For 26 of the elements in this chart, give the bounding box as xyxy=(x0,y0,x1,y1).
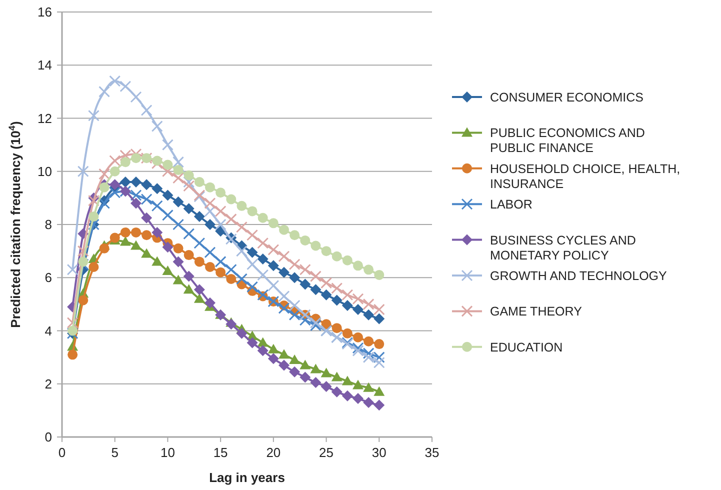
y-tick-label: 6 xyxy=(44,270,52,286)
legend-label: EDUCATION xyxy=(490,340,563,354)
y-tick-label: 4 xyxy=(44,323,52,338)
x-tick-label: 5 xyxy=(111,445,118,460)
y-tick-label: 0 xyxy=(44,430,52,444)
x-axis-title: Lag in years xyxy=(209,470,285,485)
x-tick-label: 30 xyxy=(372,445,386,460)
legend-label: CONSUMER ECONOMICS xyxy=(490,90,644,104)
x-tick-label: 20 xyxy=(266,445,281,460)
legend-label: GROWTH AND TECHNOLOGY xyxy=(490,269,668,283)
y-tick-label: 14 xyxy=(38,58,52,73)
x-tick-label: 0 xyxy=(58,445,66,460)
y-tick-label: 2 xyxy=(44,376,52,392)
x-tick-label: 35 xyxy=(424,445,440,460)
legend-label: GAME THEORY xyxy=(490,304,583,319)
y-tick-label: 10 xyxy=(38,164,52,179)
y-tick-label: 16 xyxy=(38,4,52,20)
x-tick-label: 10 xyxy=(160,445,175,460)
legend-label: BUSINESS CYCLES AND MONETARY POLICY xyxy=(490,233,636,262)
legend-label: PUBLIC ECONOMICS AND PUBLIC FINANCE xyxy=(490,126,645,156)
legend-label: LABOR xyxy=(490,198,532,212)
y-tick-label: 8 xyxy=(44,217,52,232)
legend-label: HOUSEHOLD CHOICE, HEALTH, INSURANCE xyxy=(490,162,680,191)
x-tick-label: 15 xyxy=(213,445,228,460)
x-tick-label: 25 xyxy=(319,445,334,460)
y-tick-label: 12 xyxy=(38,110,52,126)
